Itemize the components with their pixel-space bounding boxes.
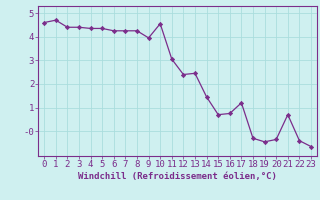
X-axis label: Windchill (Refroidissement éolien,°C): Windchill (Refroidissement éolien,°C)	[78, 172, 277, 181]
